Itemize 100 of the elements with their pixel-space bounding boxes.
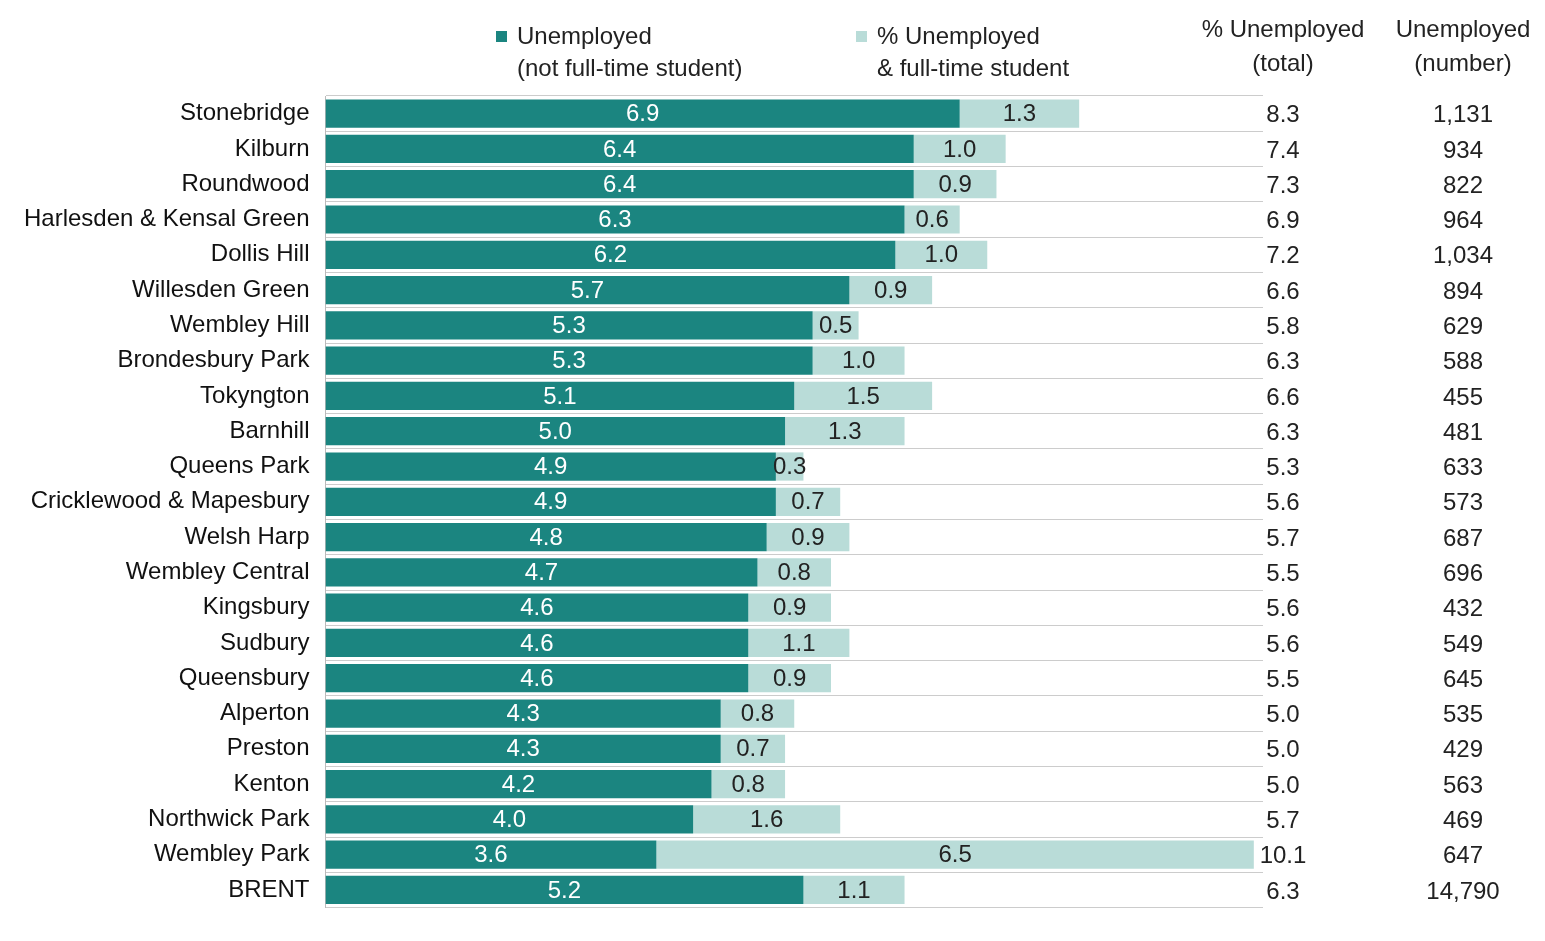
bar (794, 381, 933, 411)
data-label: 4.6 (520, 663, 554, 691)
y-tick-label: Stonebridge (180, 98, 310, 126)
text: 5.6 (1266, 488, 1300, 516)
data-label: 4.0 (492, 805, 526, 833)
data-label: 6.9 (625, 99, 660, 127)
text: 7.4 (1266, 135, 1300, 163)
bar (325, 134, 914, 164)
text: 934 (1442, 135, 1484, 163)
text: 7.3 (1266, 170, 1300, 198)
y-tick-label: Brondesbury Park (117, 345, 311, 373)
bar (325, 805, 694, 834)
text: 5.0 (1266, 770, 1300, 798)
text: 8.3 (1266, 100, 1300, 128)
bar (913, 134, 1006, 164)
data-label: 0.7 (736, 734, 770, 762)
bar (325, 769, 712, 799)
text: 5.5 (1266, 664, 1300, 692)
text: 5.7 (1266, 523, 1300, 551)
y-tick-label: Wembley Park (153, 839, 311, 867)
data-label: 0.6 (915, 205, 949, 233)
bar (656, 840, 1254, 869)
bar (325, 487, 776, 516)
bar (325, 840, 657, 869)
bar (785, 417, 905, 446)
bar (325, 99, 960, 128)
text: 6.6 (1266, 276, 1300, 304)
y-tick-label: Sudbury (220, 627, 310, 655)
bar (325, 664, 749, 693)
data-label: 1.1 (837, 875, 871, 903)
legend-label: Unemployed (not full-time student) (517, 21, 743, 83)
text: Unemployed (number) (1394, 14, 1532, 78)
data-label: 6.4 (602, 169, 637, 197)
bar (325, 628, 749, 658)
data-label: 4.6 (520, 628, 554, 656)
bar (812, 346, 905, 375)
text: 5.0 (1266, 700, 1300, 728)
bar (325, 875, 804, 905)
data-label: 1.0 (841, 346, 876, 374)
bar (325, 311, 813, 340)
y-tick-label: Harlesden & Kensal Green (23, 204, 310, 232)
bar (325, 205, 905, 234)
text: 6.9 (1266, 206, 1300, 234)
data-label: 6.5 (938, 840, 972, 868)
bar (959, 99, 1080, 128)
text: 5.3 (1266, 453, 1300, 481)
y-tick-label: BRENT (228, 874, 310, 902)
data-label: 6.2 (593, 240, 628, 268)
text: 964 (1442, 206, 1484, 234)
data-label: 6.3 (598, 205, 632, 233)
data-label: 1.3 (828, 416, 862, 444)
text: 535 (1442, 700, 1484, 728)
y-tick-label: Kingsbury (202, 592, 310, 620)
y-tick-label: Cricklewood & Mapesbury (30, 486, 310, 514)
text: 5.5 (1266, 559, 1300, 586)
bar (325, 240, 896, 269)
y-tick-label: Kilburn (234, 133, 310, 161)
y-tick-label: Dollis Hill (210, 239, 310, 267)
data-label: 5.3 (552, 310, 586, 338)
data-label: 0.8 (740, 699, 775, 727)
y-tick-label: Kenton (233, 768, 310, 796)
bar (325, 170, 914, 199)
data-label: 0.9 (772, 663, 807, 691)
text: 1,034 (1432, 241, 1494, 269)
y-tick-label: Wembley Central (125, 557, 310, 584)
text: 6.6 (1266, 382, 1300, 410)
data-label: 1.0 (943, 134, 977, 162)
text: 573 (1442, 488, 1484, 516)
text: 5.6 (1266, 594, 1300, 622)
data-label: 1.5 (846, 381, 880, 409)
data-label: 1.3 (1002, 99, 1037, 127)
y-tick-label: Northwick Park (148, 804, 311, 832)
text: 647 (1442, 841, 1484, 869)
y-tick-label: Willesden Green (132, 274, 310, 302)
data-label: 3.6 (474, 840, 508, 868)
data-label: 0.5 (818, 310, 853, 338)
data-label: 5.7 (570, 275, 605, 303)
text: % Unemployed (total) (1200, 14, 1366, 78)
bar (325, 522, 767, 552)
data-label: 0.8 (777, 558, 811, 585)
data-label: 1.6 (749, 805, 784, 833)
data-label: 1.1 (782, 628, 816, 656)
text: 481 (1442, 417, 1484, 445)
text: 6.3 (1266, 347, 1300, 375)
text: 894 (1442, 276, 1484, 304)
bar (693, 805, 841, 834)
text: 5.7 (1266, 806, 1300, 834)
text: 549 (1442, 629, 1484, 657)
text: 645 (1442, 664, 1484, 692)
bar (325, 275, 850, 305)
text: 432 (1442, 594, 1484, 622)
text: 629 (1442, 311, 1484, 339)
data-label: 0.9 (791, 522, 825, 550)
data-label: 5.3 (552, 346, 586, 374)
bar (325, 734, 721, 763)
bar (325, 699, 721, 728)
data-label: 5.1 (543, 381, 577, 409)
y-tick-label: Queensbury (178, 662, 310, 690)
data-label: 0.7 (791, 487, 825, 515)
text: 5.0 (1266, 735, 1300, 763)
